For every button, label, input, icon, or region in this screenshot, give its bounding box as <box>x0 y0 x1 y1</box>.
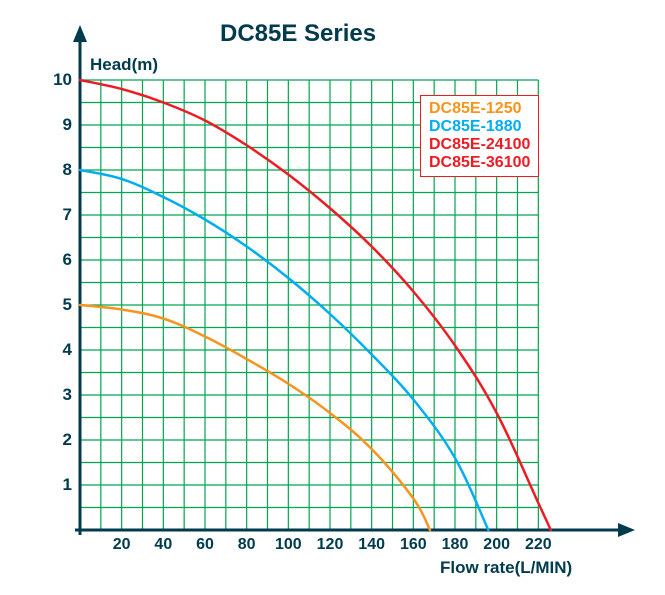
y-tick: 9 <box>42 115 72 135</box>
x-tick: 100 <box>268 536 308 554</box>
x-tick: 40 <box>143 536 183 554</box>
y-tick: 5 <box>42 295 72 315</box>
y-tick: 4 <box>42 340 72 360</box>
x-tick: 200 <box>477 536 517 554</box>
y-tick: 3 <box>42 385 72 405</box>
x-tick: 160 <box>393 536 433 554</box>
legend: DC85E-1250DC85E-1880DC85E-24100DC85E-361… <box>420 95 539 177</box>
y-tick: 7 <box>42 205 72 225</box>
chart-title: DC85E Series <box>220 20 376 48</box>
x-tick: 60 <box>185 536 225 554</box>
x-tick: 80 <box>227 536 267 554</box>
x-tick: 180 <box>435 536 475 554</box>
x-tick: 120 <box>310 536 350 554</box>
y-tick: 6 <box>42 250 72 270</box>
y-tick: 10 <box>42 70 72 90</box>
y-tick: 1 <box>42 475 72 495</box>
legend-item: DC85E-1880 <box>429 118 530 136</box>
pump-curve-chart: DC85E Series Head(m) Flow rate(L/MIN) 12… <box>0 0 665 595</box>
chart-svg <box>0 0 665 595</box>
legend-item: DC85E-1250 <box>429 100 530 118</box>
x-tick: 140 <box>352 536 392 554</box>
y-tick: 8 <box>42 160 72 180</box>
y-axis-label: Head(m) <box>90 55 158 75</box>
y-tick: 2 <box>42 430 72 450</box>
x-axis-label: Flow rate(L/MIN) <box>440 558 572 578</box>
x-tick: 220 <box>518 536 558 554</box>
x-tick: 20 <box>102 536 142 554</box>
legend-item: DC85E-24100 <box>429 136 530 154</box>
legend-item: DC85E-36100 <box>429 154 530 172</box>
